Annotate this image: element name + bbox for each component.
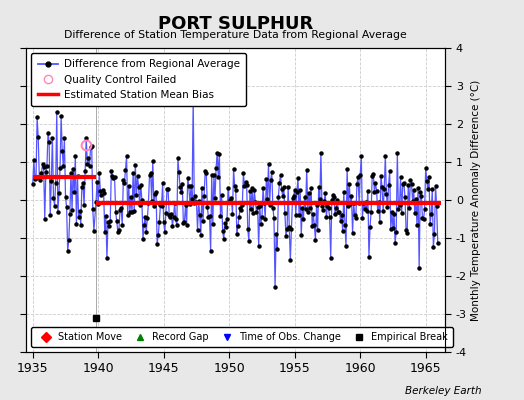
Legend: Station Move, Record Gap, Time of Obs. Change, Empirical Break: Station Move, Record Gap, Time of Obs. C… [31, 328, 453, 347]
Title: PORT SULPHUR: PORT SULPHUR [158, 14, 313, 32]
Y-axis label: Monthly Temperature Anomaly Difference (°C): Monthly Temperature Anomaly Difference (… [471, 79, 481, 321]
Text: Berkeley Earth: Berkeley Earth [406, 386, 482, 396]
Text: Difference of Station Temperature Data from Regional Average: Difference of Station Temperature Data f… [64, 30, 407, 40]
